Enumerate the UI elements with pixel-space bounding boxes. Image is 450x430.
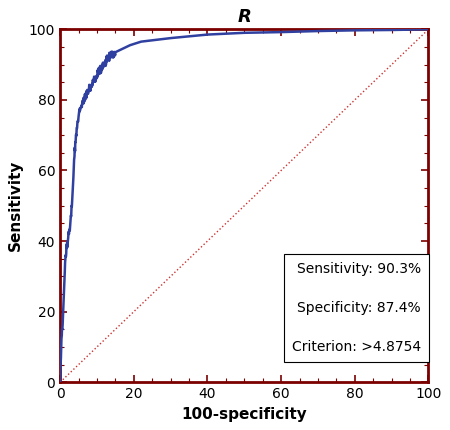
Text: Sensitivity: 90.3%

Specificity: 87.4%

Criterion: >4.8754: Sensitivity: 90.3% Specificity: 87.4% Cr… xyxy=(292,262,421,354)
Y-axis label: Sensitivity: Sensitivity xyxy=(9,160,23,252)
Title: R: R xyxy=(237,8,251,26)
X-axis label: 100-specificity: 100-specificity xyxy=(181,407,307,422)
